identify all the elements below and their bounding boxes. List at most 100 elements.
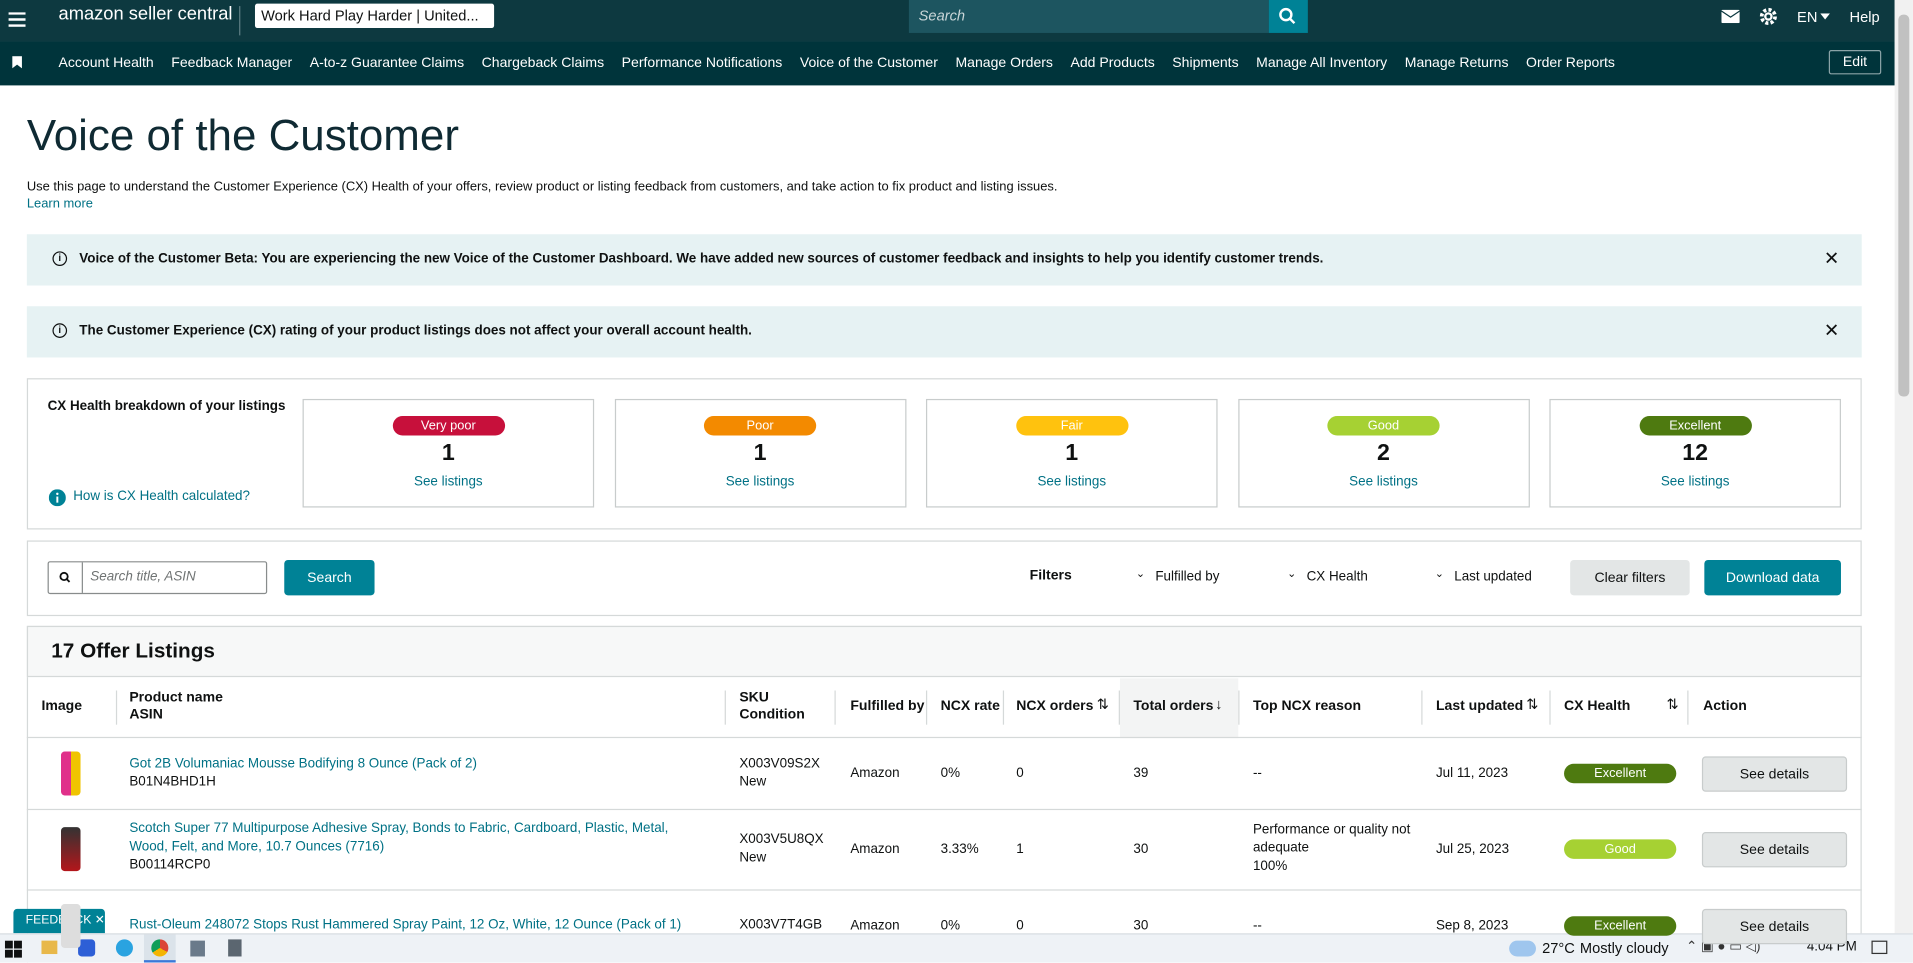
explorer-icon[interactable] <box>41 940 58 955</box>
see-details[interactable]: See details <box>1701 756 1848 792</box>
top-ncx-reason: -- <box>1252 766 1262 781</box>
cx-card[interactable] <box>1237 398 1530 508</box>
see-details[interactable]: See details <box>1701 908 1848 945</box>
sort-icon[interactable]: ⇅ <box>1096 695 1110 713</box>
column-separator <box>925 690 928 725</box>
cx-card[interactable] <box>925 398 1218 508</box>
column-separator <box>724 690 726 725</box>
telegram-icon[interactable] <box>115 939 133 957</box>
cx-count: 1 <box>753 440 767 467</box>
see-listings[interactable]: See listings <box>725 474 795 490</box>
search-input[interactable]: Search <box>908 0 1269 33</box>
nav-link[interactable]: Voice of the Customer <box>799 56 938 71</box>
column-header[interactable]: Total orders <box>1133 699 1214 714</box>
notifications[interactable] <box>1871 940 1888 955</box>
column-header[interactable]: NCX orders <box>1016 699 1094 714</box>
cx-health-badge: Excellent <box>1564 916 1677 936</box>
cx-card[interactable] <box>302 398 595 508</box>
nav-link[interactable]: Shipments <box>1172 56 1239 71</box>
see-details[interactable]: See details <box>1701 832 1848 868</box>
column-header: ASIN <box>129 707 163 723</box>
calculator-icon[interactable] <box>228 939 242 957</box>
app-icon[interactable] <box>190 940 205 957</box>
download-data[interactable]: Download data <box>1704 559 1841 596</box>
feedback-tab[interactable]: FEEDBACK ✕ <box>13 908 105 934</box>
column-header: SKU <box>739 690 769 706</box>
learn-more[interactable]: Learn more <box>26 196 93 212</box>
bookmark-icon[interactable] <box>12 56 22 69</box>
temperature[interactable]: 27°C <box>1542 939 1575 957</box>
cx-count: 1 <box>441 440 455 467</box>
product-image <box>61 827 81 872</box>
listing-search[interactable]: Search title, ASIN <box>47 561 268 595</box>
close-icon[interactable]: ✕ <box>1823 320 1840 342</box>
cx-badge: Poor <box>703 416 817 436</box>
search-placeholder: Search title, ASIN <box>90 569 196 585</box>
nav-bar <box>0 41 1895 86</box>
filter-dropdown[interactable]: CX Health <box>1306 569 1368 585</box>
column-header[interactable]: Last updated <box>1435 699 1524 714</box>
see-listings[interactable]: See listings <box>1660 474 1730 490</box>
settings-icon[interactable] <box>1759 7 1777 26</box>
sort-icon[interactable]: ⇅ <box>1526 695 1539 713</box>
store-select[interactable]: Work Hard Play Harder | United... <box>254 3 495 29</box>
table-title: 17 Offer Listings <box>51 639 215 663</box>
feedback-label: FEEDBACK <box>25 913 92 928</box>
nav-link[interactable]: Manage Orders <box>955 56 1053 71</box>
search-button[interactable]: Search <box>284 559 375 596</box>
see-listings[interactable]: See listings <box>1037 474 1107 490</box>
nav-link[interactable]: Manage Returns <box>1404 56 1509 71</box>
sku: X003V5U8QX <box>739 832 824 847</box>
start-button[interactable] <box>4 940 22 958</box>
nav-link[interactable]: A-to-z Guarantee Claims <box>309 56 465 71</box>
table-header-band <box>26 625 1862 678</box>
help-link[interactable]: Help <box>1849 8 1880 26</box>
app-icon[interactable] <box>78 939 96 957</box>
taskbar: 27°C Mostly cloudy ⌃ ▣ ● ▭ ◁) 4:04 PM <box>0 933 1913 963</box>
sku: X003V09S2X <box>739 756 820 772</box>
row-border <box>26 808 1862 811</box>
total-orders: 30 <box>1133 841 1149 857</box>
see-listings[interactable]: See listings <box>1349 474 1418 490</box>
edit-button[interactable]: Edit <box>1828 50 1882 75</box>
nav-link[interactable]: Feedback Manager <box>171 56 293 71</box>
weather[interactable]: Mostly cloudy <box>1579 939 1669 957</box>
nav-link[interactable]: Add Products <box>1070 56 1155 71</box>
filter-dropdown[interactable]: Fulfilled by <box>1155 569 1220 585</box>
filter-dropdown[interactable]: Last updated <box>1454 569 1532 585</box>
search-button[interactable] <box>1268 0 1308 33</box>
nav-link[interactable]: Account Health <box>58 56 154 71</box>
scroll-thumb[interactable] <box>1898 14 1910 397</box>
column-separator <box>1118 690 1120 725</box>
see-listings[interactable]: See listings <box>414 474 483 490</box>
column-header[interactable]: CX Health <box>1564 699 1631 714</box>
nav-link[interactable]: Order Reports <box>1526 56 1615 71</box>
cx-card[interactable] <box>614 398 906 508</box>
dropdown-caret[interactable]: ⌄ <box>1434 567 1444 580</box>
scrollbar[interactable] <box>1894 0 1913 934</box>
chrome-tab[interactable] <box>143 934 176 963</box>
condition: New <box>739 774 767 790</box>
dropdown-caret[interactable]: ⌄ <box>1135 567 1146 580</box>
nav-link[interactable]: Chargeback Claims <box>481 56 605 71</box>
ncx-orders: 0 <box>1016 918 1024 934</box>
close-icon[interactable]: ✕ <box>1823 248 1840 270</box>
clear-filters[interactable]: Clear filters <box>1570 559 1690 596</box>
cx-card[interactable] <box>1549 398 1841 508</box>
menu-icon[interactable] <box>8 12 26 27</box>
column-separator <box>834 690 836 725</box>
nav-link[interactable]: Manage All Inventory <box>1256 56 1388 71</box>
cx-help-link[interactable]: How is CX Health calculated? <box>73 489 250 504</box>
language[interactable]: EN <box>1797 8 1818 26</box>
logo[interactable]: amazon seller central <box>58 3 233 25</box>
nav-link[interactable]: Performance Notifications <box>621 56 783 71</box>
column-header: Top NCX reason <box>1252 699 1362 714</box>
dropdown-caret[interactable]: ⌄ <box>1287 567 1297 580</box>
sort-icon[interactable]: ⇅ <box>1666 695 1679 713</box>
mail-icon[interactable] <box>1721 9 1740 24</box>
product-name[interactable]: Scotch Super 77 Multipurpose Adhesive Sp… <box>129 821 669 854</box>
product-name[interactable]: Rust-Oleum 248072 Stops Rust Hammered Sp… <box>129 917 682 933</box>
column-separator <box>1549 690 1551 725</box>
product-name[interactable]: Got 2B Volumaniac Mousse Bodifying 8 Oun… <box>129 756 477 772</box>
sort-icon[interactable]: ↓ <box>1215 695 1223 713</box>
